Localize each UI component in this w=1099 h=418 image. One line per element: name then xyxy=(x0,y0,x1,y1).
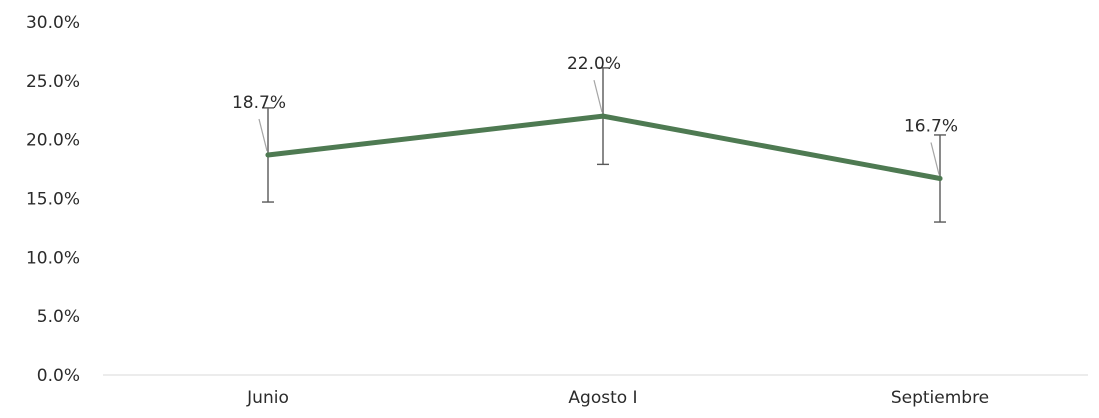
data-label-leader-line xyxy=(258,118,268,152)
data-point xyxy=(265,152,271,158)
y-tick-label: 25.0% xyxy=(26,72,80,92)
data-label: 22.0% xyxy=(567,54,621,74)
x-tick-label: Septiembre xyxy=(891,388,989,408)
series-layer: 18.7% 22.0% 16.7% xyxy=(232,54,958,223)
series-line xyxy=(265,113,943,181)
y-axis-tick-labels: 0.0% 5.0% 10.0% 15.0% 20.0% 25.0% 30.0% xyxy=(26,13,80,386)
data-label: 16.7% xyxy=(904,116,958,136)
x-axis-tick-labels: Junio Agosto I Septiembre xyxy=(246,388,989,408)
y-tick-label: 0.0% xyxy=(37,366,80,386)
y-tick-label: 5.0% xyxy=(37,307,80,327)
data-label-leader-line xyxy=(593,79,603,113)
y-tick-label: 20.0% xyxy=(26,131,80,151)
x-tick-label: Junio xyxy=(246,388,289,408)
y-tick-label: 30.0% xyxy=(26,13,80,33)
y-tick-label: 10.0% xyxy=(26,248,80,268)
data-label: 18.7% xyxy=(232,93,286,113)
data-point xyxy=(937,175,943,181)
x-tick-label: Agosto I xyxy=(568,388,637,408)
data-label-leader-line xyxy=(930,142,940,175)
data-point xyxy=(600,113,606,119)
y-tick-label: 15.0% xyxy=(26,190,80,210)
